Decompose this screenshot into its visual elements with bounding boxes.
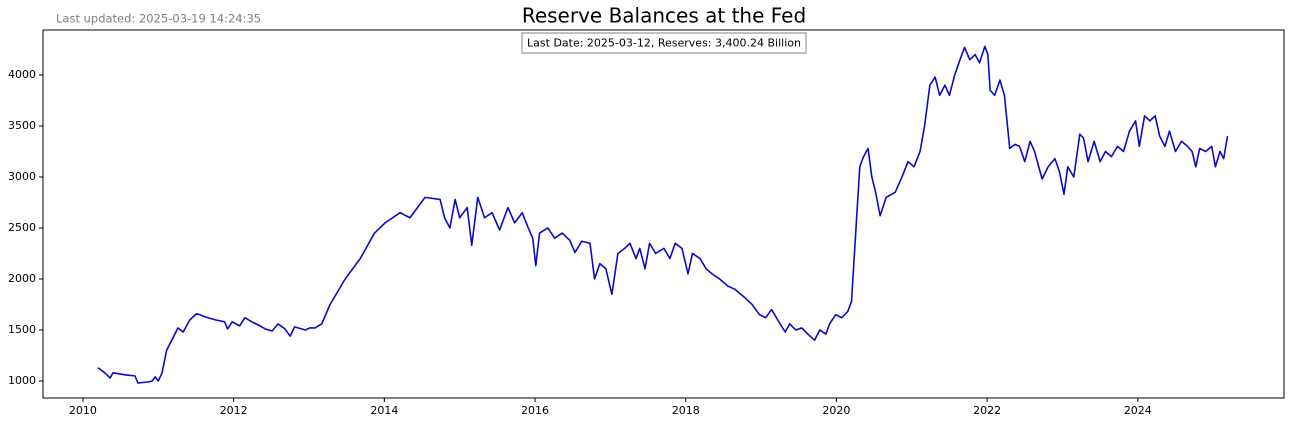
plot-frame [42, 29, 1285, 399]
x-tick-label: 2016 [521, 404, 549, 417]
y-tick-label: 1000 [8, 374, 36, 387]
y-tick-label: 4000 [8, 68, 36, 81]
chart-title: Reserve Balances at the Fed [522, 4, 806, 28]
x-tick-label: 2020 [822, 404, 850, 417]
x-tick-label: 2014 [370, 404, 398, 417]
annotation: Last Date: 2025-03-12, Reserves: 3,400.2… [527, 37, 801, 50]
y-tick-label: 1500 [8, 323, 36, 336]
line-series [97, 45, 1229, 384]
y-tick-label: 3000 [8, 170, 36, 183]
x-tick-label: 2024 [1124, 404, 1152, 417]
x-tick-label: 2018 [672, 404, 700, 417]
y-tick-label: 3500 [8, 119, 36, 132]
x-tick-label: 2010 [69, 404, 97, 417]
y-tick-label: 2000 [8, 272, 36, 285]
annotation-box [521, 32, 807, 54]
last-updated: Last updated: 2025-03-19 14:24:35 [56, 12, 261, 26]
x-tick-label: 2022 [973, 404, 1001, 417]
x-tick-label: 2012 [220, 404, 248, 417]
y-tick-label: 2500 [8, 221, 36, 234]
